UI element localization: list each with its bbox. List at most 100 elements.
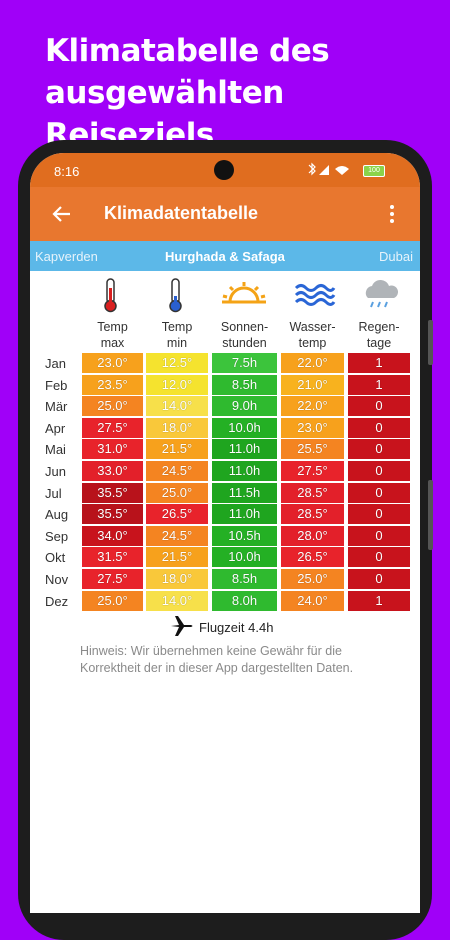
table-cell: 14.0°: [146, 396, 208, 417]
tab[interactable]: Dubai: [379, 249, 413, 264]
menu-button[interactable]: [388, 204, 396, 224]
status-time: 8:16: [54, 164, 80, 179]
month-label: Okt: [45, 550, 66, 566]
month-label: Aug: [45, 507, 69, 523]
table-cell: 26.5°: [281, 547, 344, 568]
column-header: Temp: [161, 320, 193, 334]
table-cell: 9.0h: [212, 396, 277, 417]
table-cell: 27.5°: [82, 417, 143, 438]
app-bar: Klimadatentabelle: [30, 187, 420, 241]
column-header: Regen-: [358, 320, 400, 334]
headline-line: ausgewählten Reiseziels: [45, 75, 284, 153]
column-header: Sonnen-: [220, 320, 269, 334]
screen: 8:16 100 Klimadatentabelle Kapverden Hur…: [30, 153, 420, 913]
month-label: Apr: [45, 420, 66, 436]
column-header: Temp: [97, 320, 128, 334]
table-cell: 24.5°: [146, 461, 208, 481]
table-cell: 23.0°: [281, 417, 344, 438]
table-cell: 10.0h: [212, 417, 277, 438]
table-cell: 25.0°: [281, 569, 344, 589]
column-header: max: [100, 336, 125, 350]
table-cell: 8.5h: [212, 374, 277, 395]
table-cell: 31.0°: [82, 439, 143, 460]
table-cell: 11.5h: [212, 482, 277, 503]
waves-icon: [294, 284, 336, 306]
table-cell: 24.0°: [281, 590, 344, 611]
disclaimer: Hinweis: Wir übernehmen keine Gewähr für…: [80, 644, 354, 675]
sun-icon: [222, 282, 266, 304]
table-cell: 1: [348, 590, 410, 611]
table-cell: 7.5h: [212, 353, 277, 373]
side-button: [428, 480, 433, 550]
table-cell: 1: [348, 353, 410, 373]
month-label: Dez: [45, 593, 69, 609]
tab[interactable]: Kapverden: [35, 249, 98, 264]
table-cell: 21.0°: [281, 374, 344, 395]
table-cell: 11.0h: [212, 439, 277, 460]
table-cell: 10.5h: [212, 525, 277, 546]
column-header: tage: [366, 336, 392, 350]
table-cell: 11.0h: [212, 504, 277, 525]
table-cell: 25.0°: [82, 590, 143, 611]
table-cell: 18.0°: [146, 569, 208, 589]
table-cell: 28.5°: [281, 504, 344, 525]
column-icons: [104, 278, 398, 313]
column-header: temp: [298, 336, 327, 350]
table-cell: 0: [348, 569, 410, 589]
table-cell: 18.0°: [146, 417, 208, 438]
tab-bar: Kapverden Hurghada & Safaga Dubai: [30, 241, 420, 271]
app-title: Klimadatentabelle: [104, 203, 259, 223]
flight-time: Flugzeit 4.4h: [199, 620, 274, 635]
camera: [214, 160, 234, 180]
table-cell: 14.0°: [146, 590, 208, 611]
month-label: Nov: [45, 572, 69, 587]
table-cell: 0: [348, 547, 410, 568]
table-cell: 27.5°: [82, 569, 143, 589]
status-bar: 8:16 100: [30, 153, 420, 187]
column-header: Wasser-: [289, 320, 336, 334]
table-cell: 0: [348, 482, 410, 503]
table-cell: 21.5°: [146, 547, 208, 568]
table-cell: 25.0°: [82, 396, 143, 417]
tab-active[interactable]: Hurghada & Safaga: [165, 249, 285, 264]
table-cell: 11.0h: [212, 461, 277, 481]
table-cell: 12.5°: [146, 353, 208, 373]
back-button[interactable]: [52, 205, 72, 223]
thermometer-icon: [104, 278, 117, 313]
table-cell: 35.5°: [82, 482, 143, 503]
plane-icon: [171, 616, 193, 636]
headline-line: Klimatabelle des: [45, 33, 330, 69]
table-cell: 34.0°: [82, 525, 143, 546]
thermometer-icon: [169, 278, 182, 313]
table-cell: 0: [348, 461, 410, 481]
table-cell: 26.5°: [146, 504, 208, 525]
month-label: Mai: [45, 442, 66, 458]
table-cell: 23.5°: [82, 374, 143, 395]
table-cell: 27.5°: [281, 461, 344, 481]
month-label: Sep: [45, 528, 69, 544]
table-cell: 28.5°: [281, 482, 344, 503]
page: Klimatabelle des ausgewählten Reiseziels…: [18, 30, 450, 940]
table-cell: 0: [348, 439, 410, 460]
month-label: Mär: [45, 399, 68, 415]
promo-headline: Klimatabelle des ausgewählten Reiseziels: [45, 30, 450, 156]
table-cell: 23.0°: [82, 353, 143, 373]
table-cell: 0: [348, 396, 410, 417]
table-cell: 25.5°: [281, 439, 344, 460]
table-cell: 10.0h: [212, 547, 277, 568]
table-cell: 12.0°: [146, 374, 208, 395]
table-cell: 22.0°: [281, 396, 344, 417]
cloud-icon: [365, 279, 398, 308]
table-cell: 24.5°: [146, 525, 208, 546]
table-cell: 33.0°: [82, 461, 143, 481]
table-cell: 25.0°: [146, 482, 208, 503]
month-label: Jun: [45, 464, 66, 479]
column-header: stunden: [222, 336, 267, 350]
table-cell: 8.0h: [212, 590, 277, 611]
table-cell: 28.0°: [281, 525, 344, 546]
table-cell: 0: [348, 417, 410, 438]
table-cell: 35.5°: [82, 504, 143, 525]
table-cell: 21.5°: [146, 439, 208, 460]
column-header: min: [166, 336, 188, 350]
table-cell: 31.5°: [82, 547, 143, 568]
